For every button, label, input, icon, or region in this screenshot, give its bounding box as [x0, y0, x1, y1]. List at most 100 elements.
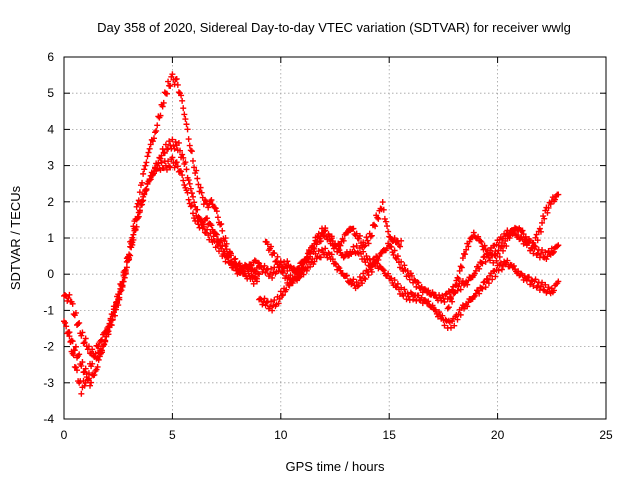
data-point	[71, 347, 78, 354]
data-point	[85, 370, 92, 377]
data-point	[152, 129, 159, 136]
data-point	[363, 253, 370, 260]
data-point	[157, 112, 164, 119]
data-point	[175, 89, 182, 96]
data-point	[436, 308, 443, 315]
data-point	[144, 153, 151, 160]
data-point	[218, 245, 225, 252]
data-point	[133, 203, 140, 210]
data-point	[362, 242, 369, 249]
data-point	[328, 235, 335, 242]
y-tick-label: -3	[43, 376, 54, 390]
data-point	[261, 295, 268, 302]
data-point	[328, 251, 335, 258]
data-point	[379, 266, 386, 273]
data-point	[372, 258, 379, 265]
data-point	[103, 329, 110, 336]
data-point	[185, 177, 192, 184]
series-track-c	[65, 136, 260, 397]
data-point	[227, 252, 234, 259]
data-point	[432, 307, 439, 314]
data-point	[269, 274, 276, 281]
data-point	[368, 232, 375, 239]
data-point	[134, 200, 141, 207]
data-point	[204, 226, 211, 233]
data-point	[65, 329, 72, 336]
data-point	[173, 159, 180, 166]
data-point	[539, 247, 546, 254]
data-point	[541, 215, 548, 222]
data-point	[205, 204, 212, 211]
x-tick-label: 0	[61, 428, 68, 442]
data-point	[322, 245, 329, 252]
data-point	[455, 283, 462, 290]
y-tick-label: 6	[47, 50, 54, 64]
data-point	[354, 283, 361, 290]
x-tick-label: 25	[599, 428, 613, 442]
data-point	[483, 275, 490, 282]
data-point	[179, 172, 186, 179]
data-point	[213, 231, 220, 238]
data-point	[495, 267, 502, 274]
data-point	[165, 78, 172, 85]
data-point	[536, 225, 543, 232]
data-point	[166, 138, 173, 145]
data-point	[449, 298, 456, 305]
data-point	[67, 339, 74, 346]
data-point	[261, 262, 268, 269]
data-point	[415, 292, 422, 299]
data-point	[401, 286, 408, 293]
data-point	[143, 187, 150, 194]
data-point	[365, 272, 372, 279]
data-point	[180, 154, 187, 161]
data-point	[391, 277, 398, 284]
data-point	[182, 116, 189, 123]
data-point	[78, 362, 85, 369]
data-point	[200, 221, 207, 228]
data-point	[315, 248, 322, 255]
data-point	[482, 284, 489, 291]
data-point	[445, 304, 452, 311]
data-point	[500, 247, 507, 254]
data-point	[533, 231, 540, 238]
data-point	[101, 341, 108, 348]
data-point	[169, 154, 176, 161]
data-point	[66, 333, 73, 340]
data-point	[253, 278, 260, 285]
data-point	[136, 189, 143, 196]
data-point	[181, 111, 188, 118]
data-point	[173, 75, 180, 82]
data-point	[398, 237, 405, 244]
data-point	[322, 225, 329, 232]
data-point	[447, 295, 454, 302]
data-point	[72, 309, 79, 316]
data-point	[348, 281, 355, 288]
data-point	[464, 303, 471, 310]
data-point	[337, 242, 344, 249]
data-point	[340, 237, 347, 244]
data-point	[397, 243, 404, 250]
data-point	[140, 170, 147, 177]
series-track-d	[256, 245, 562, 331]
data-point	[248, 272, 255, 279]
data-point	[527, 281, 534, 288]
data-point	[408, 272, 415, 279]
data-point	[498, 266, 505, 273]
data-point	[379, 199, 386, 206]
data-point	[452, 289, 459, 296]
data-point	[178, 92, 185, 99]
data-point	[481, 242, 488, 249]
data-point	[311, 258, 318, 265]
data-point	[247, 261, 254, 268]
data-point	[318, 246, 325, 253]
data-point	[368, 262, 375, 269]
data-point	[398, 258, 405, 265]
data-point	[321, 228, 328, 235]
data-point	[85, 375, 92, 382]
data-point	[171, 164, 178, 171]
data-point	[222, 258, 229, 265]
data-point	[470, 229, 477, 236]
data-point	[484, 247, 491, 254]
data-point	[272, 258, 279, 265]
data-point	[191, 199, 198, 206]
